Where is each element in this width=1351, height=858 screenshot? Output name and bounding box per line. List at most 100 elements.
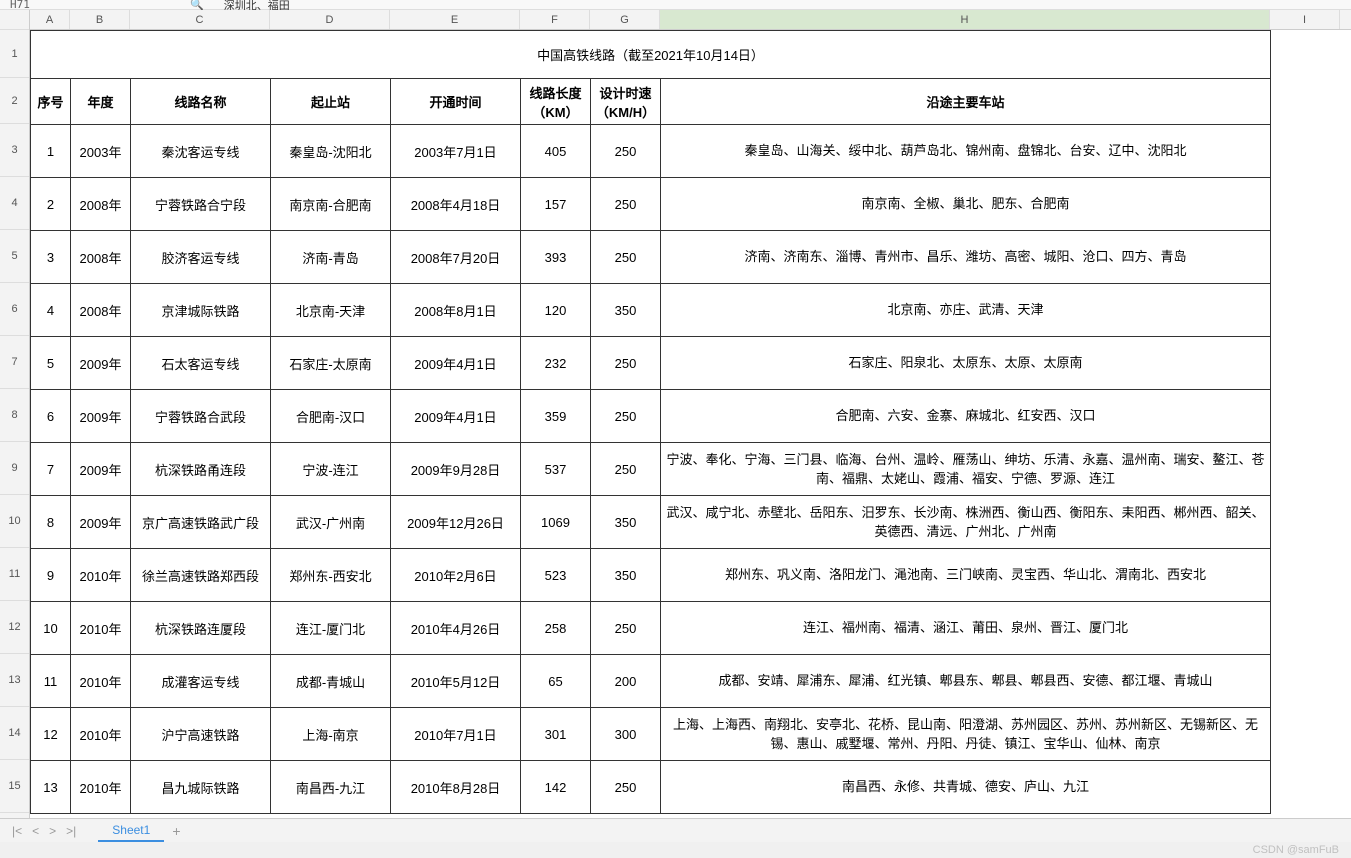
table-cell[interactable]: 200 [591, 655, 661, 708]
table-cell[interactable]: 胶济客运专线 [131, 231, 271, 284]
table-cell[interactable]: 393 [521, 231, 591, 284]
table-cell[interactable]: 郑州东、巩义南、洛阳龙门、渑池南、三门峡南、灵宝西、华山北、渭南北、西安北 [661, 549, 1271, 602]
table-cell[interactable]: 连江-厦门北 [271, 602, 391, 655]
table-cell[interactable]: 359 [521, 390, 591, 443]
table-cell[interactable]: 157 [521, 178, 591, 231]
table-cell[interactable]: 1069 [521, 496, 591, 549]
table-cell[interactable]: 250 [591, 125, 661, 178]
col-header-G[interactable]: G [590, 10, 660, 29]
table-cell[interactable]: 2008年8月1日 [391, 284, 521, 337]
table-cell[interactable]: 2010年 [71, 602, 131, 655]
table-cell[interactable]: 6 [31, 390, 71, 443]
table-cell[interactable]: 连江、福州南、福清、涵江、莆田、泉州、晋江、厦门北 [661, 602, 1271, 655]
table-cell[interactable]: 2009年4月1日 [391, 337, 521, 390]
table-cell[interactable]: 上海、上海西、南翔北、安亭北、花桥、昆山南、阳澄湖、苏州园区、苏州、苏州新区、无… [661, 708, 1271, 761]
table-cell[interactable]: 405 [521, 125, 591, 178]
table-cell[interactable]: 537 [521, 443, 591, 496]
row-header[interactable]: 9 [0, 442, 29, 495]
table-cell[interactable]: 350 [591, 284, 661, 337]
table-cell[interactable]: 2009年 [71, 496, 131, 549]
table-cell[interactable]: 济南-青岛 [271, 231, 391, 284]
table-cell[interactable]: 北京南-天津 [271, 284, 391, 337]
table-cell[interactable]: 郑州东-西安北 [271, 549, 391, 602]
table-cell[interactable]: 2009年 [71, 390, 131, 443]
table-cell[interactable]: 2010年8月28日 [391, 761, 521, 814]
row-header[interactable]: 4 [0, 177, 29, 230]
col-header-F[interactable]: F [520, 10, 590, 29]
row-header[interactable]: 12 [0, 601, 29, 654]
row-header[interactable]: 1 [0, 30, 29, 78]
table-cell[interactable]: 2009年 [71, 443, 131, 496]
table-cell[interactable]: 武汉-广州南 [271, 496, 391, 549]
table-cell[interactable]: 宁波、奉化、宁海、三门县、临海、台州、温岭、雁荡山、绅坊、乐清、永嘉、温州南、瑞… [661, 443, 1271, 496]
table-cell[interactable]: 2003年 [71, 125, 131, 178]
table-cell[interactable]: 南京南、全椒、巢北、肥东、合肥南 [661, 178, 1271, 231]
col-header-H[interactable]: H [660, 10, 1270, 29]
col-header-A[interactable]: A [30, 10, 70, 29]
table-cell[interactable]: 合肥南、六安、金寨、麻城北、红安西、汉口 [661, 390, 1271, 443]
table-cell[interactable]: 合肥南-汉口 [271, 390, 391, 443]
table-cell[interactable]: 南京南-合肥南 [271, 178, 391, 231]
table-cell[interactable]: 秦皇岛、山海关、绥中北、葫芦岛北、锦州南、盘锦北、台安、辽中、沈阳北 [661, 125, 1271, 178]
table-cell[interactable]: 京津城际铁路 [131, 284, 271, 337]
table-cell[interactable]: 济南、济南东、淄博、青州市、昌乐、潍坊、高密、城阳、沧口、四方、青岛 [661, 231, 1271, 284]
table-cell[interactable]: 250 [591, 337, 661, 390]
col-header-D[interactable]: D [270, 10, 390, 29]
table-cell[interactable]: 徐兰高速铁路郑西段 [131, 549, 271, 602]
add-sheet-button[interactable]: + [172, 823, 180, 839]
row-header[interactable]: 13 [0, 654, 29, 707]
col-header-C[interactable]: C [130, 10, 270, 29]
table-cell[interactable]: 1 [31, 125, 71, 178]
table-cell[interactable]: 2008年4月18日 [391, 178, 521, 231]
row-header[interactable]: 6 [0, 283, 29, 336]
table-cell[interactable]: 523 [521, 549, 591, 602]
table-cell[interactable]: 南昌西-九江 [271, 761, 391, 814]
nav-prev-icon[interactable]: < [30, 824, 41, 838]
table-cell[interactable]: 成都-青城山 [271, 655, 391, 708]
row-header[interactable]: 14 [0, 707, 29, 760]
table-cell[interactable]: 2009年12月26日 [391, 496, 521, 549]
table-cell[interactable]: 2010年7月1日 [391, 708, 521, 761]
nav-last-icon[interactable]: >| [64, 824, 78, 838]
table-cell[interactable]: 250 [591, 761, 661, 814]
table-cell[interactable]: 成灌客运专线 [131, 655, 271, 708]
table-cell[interactable]: 秦皇岛-沈阳北 [271, 125, 391, 178]
table-cell[interactable]: 250 [591, 231, 661, 284]
table-cell[interactable]: 2010年 [71, 761, 131, 814]
table-cell[interactable]: 142 [521, 761, 591, 814]
table-cell[interactable]: 65 [521, 655, 591, 708]
table-cell[interactable]: 250 [591, 390, 661, 443]
table-cell[interactable]: 120 [521, 284, 591, 337]
table-cell[interactable]: 2 [31, 178, 71, 231]
table-cell[interactable]: 2010年5月12日 [391, 655, 521, 708]
table-cell[interactable]: 2009年4月1日 [391, 390, 521, 443]
table-cell[interactable]: 250 [591, 178, 661, 231]
table-cell[interactable]: 3 [31, 231, 71, 284]
table-cell[interactable]: 武汉、咸宁北、赤壁北、岳阳东、汨罗东、长沙南、株洲西、衡山西、衡阳东、耒阳西、郴… [661, 496, 1271, 549]
nav-next-icon[interactable]: > [47, 824, 58, 838]
table-cell[interactable]: 2008年 [71, 284, 131, 337]
table-cell[interactable]: 2010年4月26日 [391, 602, 521, 655]
table-cell[interactable]: 7 [31, 443, 71, 496]
table-cell[interactable]: 9 [31, 549, 71, 602]
row-header[interactable]: 15 [0, 760, 29, 813]
row-header[interactable]: 8 [0, 389, 29, 442]
table-cell[interactable]: 2003年7月1日 [391, 125, 521, 178]
row-header[interactable]: 2 [0, 78, 29, 124]
col-header-B[interactable]: B [70, 10, 130, 29]
table-cell[interactable]: 北京南、亦庄、武清、天津 [661, 284, 1271, 337]
table-cell[interactable]: 13 [31, 761, 71, 814]
table-cell[interactable]: 上海-南京 [271, 708, 391, 761]
row-header[interactable]: 11 [0, 548, 29, 601]
row-header[interactable]: 5 [0, 230, 29, 283]
table-cell[interactable]: 成都、安靖、犀浦东、犀浦、红光镇、郫县东、郫县、郫县西、安德、都江堰、青城山 [661, 655, 1271, 708]
table-cell[interactable]: 12 [31, 708, 71, 761]
table-cell[interactable]: 301 [521, 708, 591, 761]
table-cell[interactable]: 2008年 [71, 231, 131, 284]
col-header-E[interactable]: E [390, 10, 520, 29]
table-cell[interactable]: 8 [31, 496, 71, 549]
table-cell[interactable]: 宁蓉铁路合武段 [131, 390, 271, 443]
table-cell[interactable]: 2010年 [71, 549, 131, 602]
table-cell[interactable]: 350 [591, 549, 661, 602]
table-cell[interactable]: 2008年7月20日 [391, 231, 521, 284]
